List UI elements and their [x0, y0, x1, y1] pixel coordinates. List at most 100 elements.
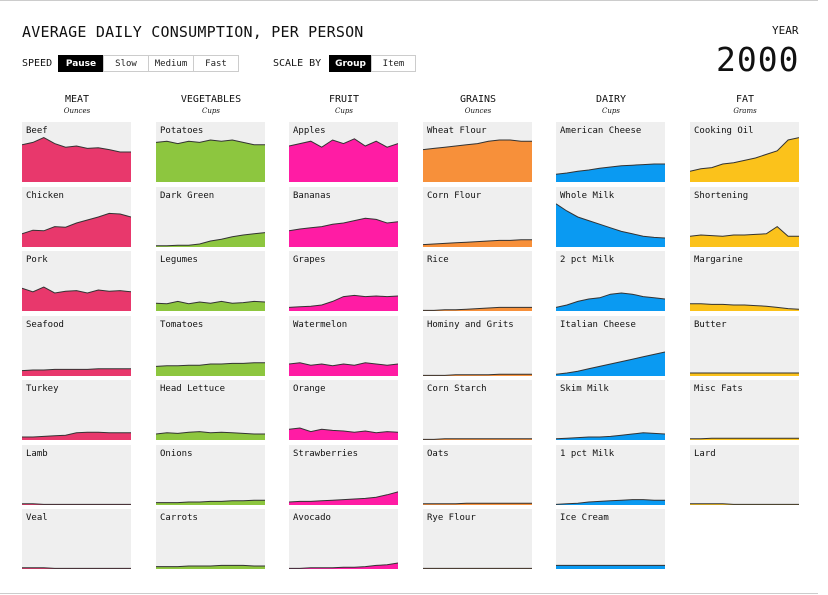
panel-hominy-and-grits[interactable]: Hominy and Grits	[423, 316, 532, 376]
panel-potatoes[interactable]: Potatoes	[156, 122, 265, 182]
panel-label: Lamb	[26, 449, 48, 459]
panel-label: Corn Flour	[427, 191, 482, 201]
panel-corn-starch[interactable]: Corn Starch	[423, 380, 532, 440]
bottom-rule	[0, 593, 818, 594]
panel-carrots[interactable]: Carrots	[156, 509, 265, 569]
panel-label: Shortening	[694, 191, 749, 201]
area-chart	[423, 567, 532, 569]
speed-medium-button[interactable]: Medium	[148, 55, 194, 72]
panel-corn-flour[interactable]: Corn Flour	[423, 187, 532, 247]
area-outline	[556, 203, 665, 239]
panel-label: Cooking Oil	[694, 126, 754, 136]
area-outline	[556, 499, 665, 505]
panel-american-cheese[interactable]: American Cheese	[556, 122, 665, 182]
panel-ice-cream[interactable]: Ice Cream	[556, 509, 665, 569]
area-series	[289, 491, 398, 505]
panel-1-pct-milk[interactable]: 1 pct Milk	[556, 445, 665, 505]
panel-butter[interactable]: Butter	[690, 316, 799, 376]
panel-chicken[interactable]: Chicken	[22, 187, 131, 247]
panel-label: Pork	[26, 255, 48, 265]
group-name: VEGETABLES	[180, 94, 242, 105]
panel-beef[interactable]: Beef	[22, 122, 131, 182]
panel-tomatoes[interactable]: Tomatoes	[156, 316, 265, 376]
area-outline	[423, 306, 532, 311]
panel-oats[interactable]: Oats	[423, 445, 532, 505]
area-outline	[156, 431, 265, 435]
panel-dark-green[interactable]: Dark Green	[156, 187, 265, 247]
panel-head-lettuce[interactable]: Head Lettuce	[156, 380, 265, 440]
area-outline	[289, 138, 398, 148]
panel-margarine[interactable]: Margarine	[690, 251, 799, 311]
panel-apples[interactable]: Apples	[289, 122, 398, 182]
area-outline	[289, 427, 398, 434]
area-outline	[423, 373, 532, 376]
scale-control: Group Item	[329, 55, 416, 72]
group-unit: Ounces	[464, 107, 492, 115]
panel-cooking-oil[interactable]: Cooking Oil	[690, 122, 799, 182]
area-series	[289, 138, 398, 182]
area-series	[423, 140, 532, 182]
panel-label: Butter	[694, 320, 727, 330]
area-outline	[156, 300, 265, 305]
panel-label: Seafood	[26, 320, 64, 330]
panel-watermelon[interactable]: Watermelon	[289, 316, 398, 376]
panel-label: Onions	[160, 449, 193, 459]
panel-turkey[interactable]: Turkey	[22, 380, 131, 440]
area-series	[156, 362, 265, 376]
panel-orange[interactable]: Orange	[289, 380, 398, 440]
scale-item-button[interactable]: Item	[371, 55, 416, 72]
panel-grapes[interactable]: Grapes	[289, 251, 398, 311]
area-series	[22, 137, 131, 182]
area-series	[22, 368, 131, 376]
panel-label: Potatoes	[160, 126, 204, 136]
speed-slow-button[interactable]: Slow	[103, 55, 149, 72]
area-chart	[556, 292, 665, 311]
panel-2-pct-milk[interactable]: 2 pct Milk	[556, 251, 665, 311]
panel-label: 1 pct Milk	[560, 449, 615, 459]
area-series	[156, 500, 265, 505]
panel-wheat-flour[interactable]: Wheat Flour	[423, 122, 532, 182]
panel-skim-milk[interactable]: Skim Milk	[556, 380, 665, 440]
panel-label: Orange	[293, 384, 326, 394]
panel-shortening[interactable]: Shortening	[690, 187, 799, 247]
area-chart	[22, 431, 131, 440]
panel-legumes[interactable]: Legumes	[156, 251, 265, 311]
panel-label: Veal	[26, 513, 48, 523]
area-chart	[423, 373, 532, 376]
panel-misc-fats[interactable]: Misc Fats	[690, 380, 799, 440]
panel-italian-cheese[interactable]: Italian Cheese	[556, 316, 665, 376]
area-chart	[156, 499, 265, 505]
panel-label: Grapes	[293, 255, 326, 265]
area-outline	[556, 163, 665, 175]
panel-lard[interactable]: Lard	[690, 445, 799, 505]
speed-label: SPEED	[22, 58, 53, 69]
panel-pork[interactable]: Pork	[22, 251, 131, 311]
area-outline	[156, 139, 265, 146]
area-series	[289, 362, 398, 376]
area-outline	[22, 286, 131, 294]
panel-label: Oats	[427, 449, 449, 459]
panel-label: Tomatoes	[160, 320, 204, 330]
panel-onions[interactable]: Onions	[156, 445, 265, 505]
panel-lamb[interactable]: Lamb	[22, 445, 131, 505]
panel-bananas[interactable]: Bananas	[289, 187, 398, 247]
panel-label: Whole Milk	[560, 191, 615, 201]
panel-label: Rye Flour	[427, 513, 476, 523]
panel-seafood[interactable]: Seafood	[22, 316, 131, 376]
group-unit: Cups	[202, 107, 220, 115]
area-chart	[289, 217, 398, 247]
panel-rye-flour[interactable]: Rye Flour	[423, 509, 532, 569]
panel-whole-milk[interactable]: Whole Milk	[556, 187, 665, 247]
panel-avocado[interactable]: Avocado	[289, 509, 398, 569]
area-outline	[289, 217, 398, 232]
panel-veal[interactable]: Veal	[22, 509, 131, 569]
speed-pause-button[interactable]: Pause	[58, 55, 104, 72]
year-label: YEAR	[772, 24, 799, 37]
panel-strawberries[interactable]: Strawberries	[289, 445, 398, 505]
panel-rice[interactable]: Rice	[423, 251, 532, 311]
area-series	[289, 563, 398, 569]
speed-fast-button[interactable]: Fast	[193, 55, 239, 72]
area-chart	[156, 362, 265, 376]
area-outline	[690, 137, 799, 172]
scale-group-button[interactable]: Group	[329, 55, 372, 72]
